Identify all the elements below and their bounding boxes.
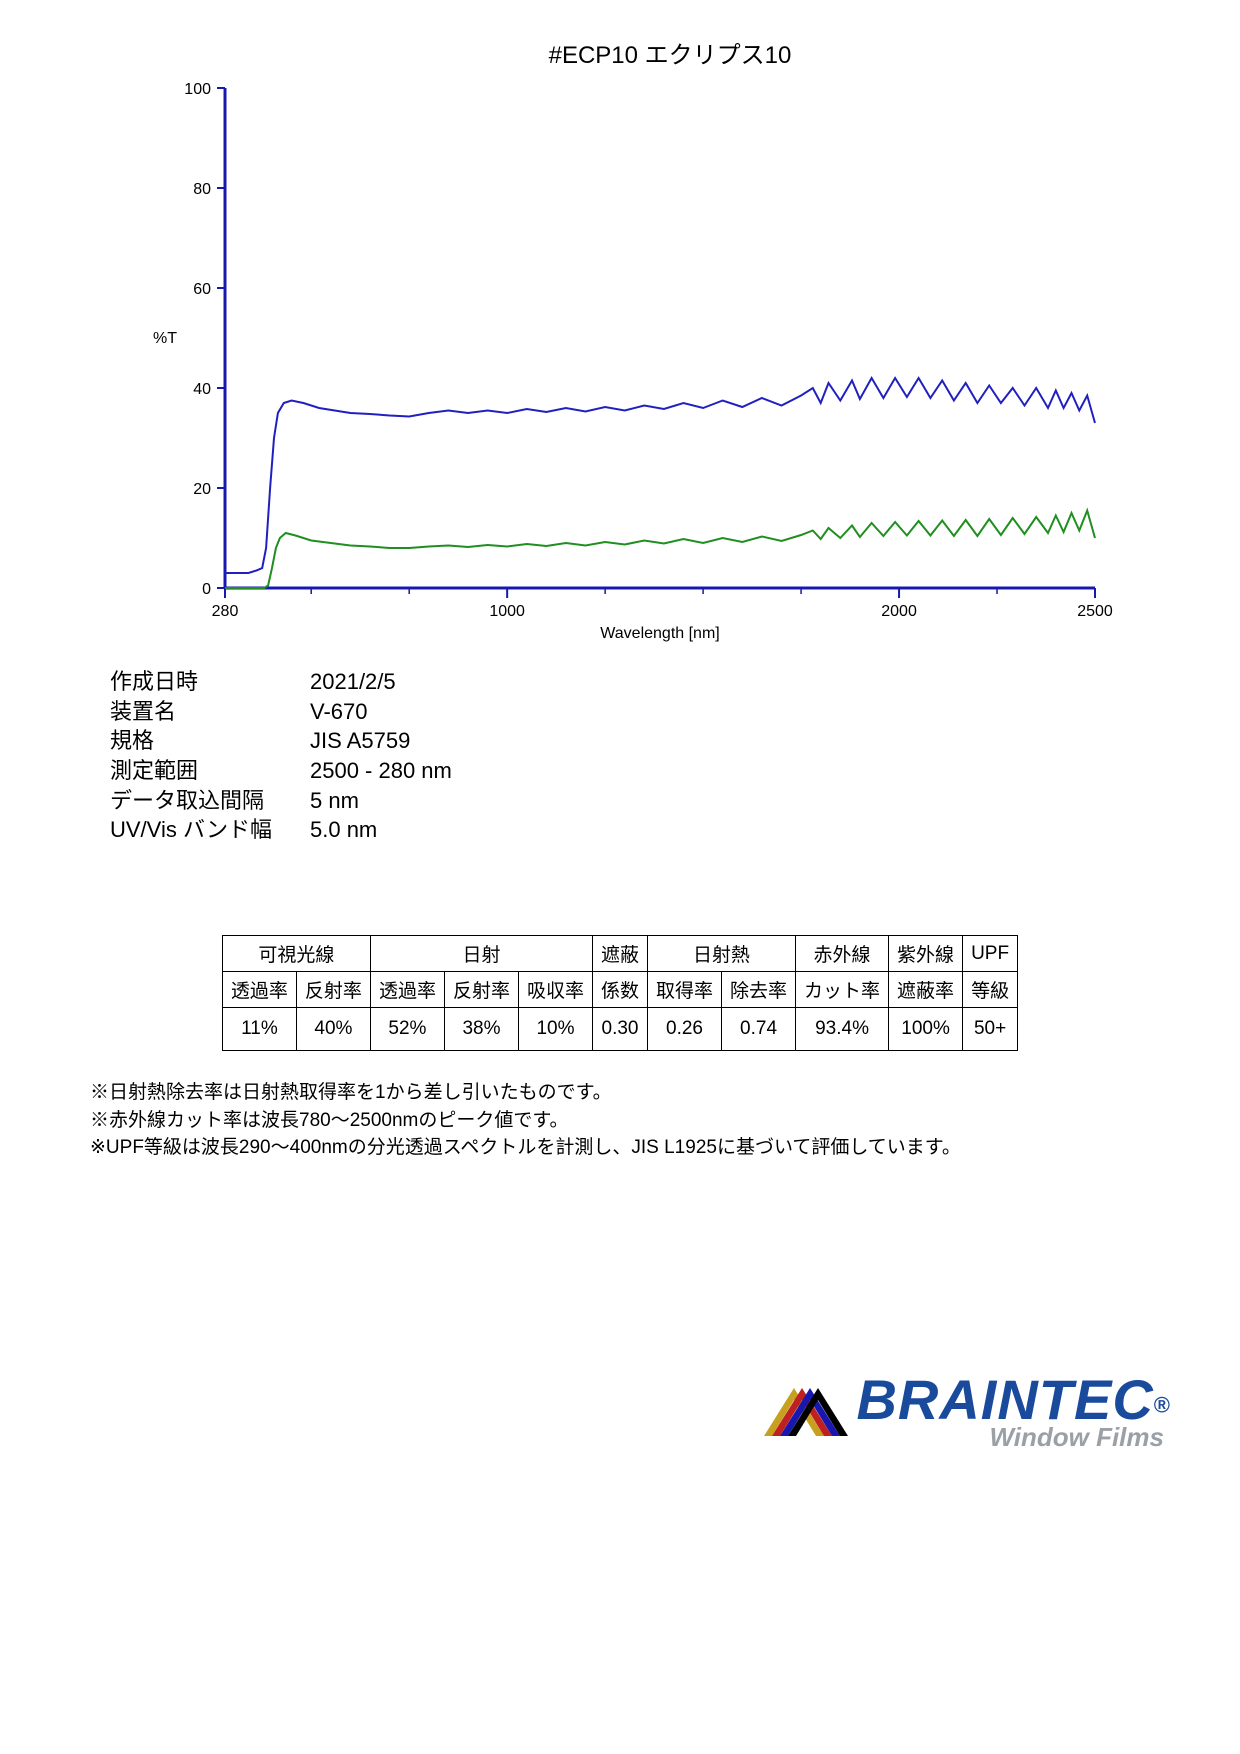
table-cell: 0.74 <box>722 1008 796 1051</box>
meta-label: 規格 <box>110 726 310 756</box>
spectrum-chart: 0 20 40 60 80 100 280 1000 2000 2500 %T Wavelength … <box>120 78 1160 653</box>
table-cell: 50+ <box>963 1008 1018 1051</box>
meta-row: データ取込間隔5 nm <box>110 786 1160 816</box>
table-cell: 52% <box>370 1008 444 1051</box>
metadata-block: 作成日時2021/2/5装置名V-670規格JIS A5759測定範囲2500 … <box>110 667 1160 845</box>
meta-row: UV/Vis バンド幅5.0 nm <box>110 815 1160 845</box>
table-sub-header: 透過率 <box>370 972 444 1008</box>
svg-text:40: 40 <box>193 381 211 398</box>
table-row: 11%40%52%38%10%0.300.260.7493.4%100%50+ <box>222 1008 1017 1051</box>
table-group-header: 紫外線 <box>889 936 963 972</box>
logo-registered: ® <box>1154 1393 1170 1418</box>
table-sub-header: カット率 <box>796 972 889 1008</box>
svg-text:60: 60 <box>193 281 211 298</box>
meta-row: 作成日時2021/2/5 <box>110 667 1160 697</box>
svg-text:1000: 1000 <box>489 603 525 620</box>
meta-value: 5.0 nm <box>310 815 377 845</box>
meta-label: UV/Vis バンド幅 <box>110 815 310 845</box>
table-group-header: 遮蔽 <box>592 936 647 972</box>
svg-text:20: 20 <box>193 481 211 498</box>
svg-text:2500: 2500 <box>1077 603 1113 620</box>
meta-row: 規格JIS A5759 <box>110 726 1160 756</box>
meta-row: 装置名V-670 <box>110 697 1160 727</box>
page-title: #ECP10 エクリプス10 <box>180 35 1160 70</box>
meta-label: 測定範囲 <box>110 756 310 786</box>
braintec-logo: BRAINTEC® Window Films <box>746 1374 1170 1454</box>
table-sub-header: 透過率 <box>222 972 296 1008</box>
svg-text:80: 80 <box>193 181 211 198</box>
table-cell: 11% <box>222 1008 296 1051</box>
meta-value: JIS A5759 <box>310 726 410 756</box>
meta-label: データ取込間隔 <box>110 786 310 816</box>
table-group-header: UPF <box>963 936 1018 972</box>
table-sub-header: 等級 <box>963 972 1018 1008</box>
svg-text:280: 280 <box>212 603 239 620</box>
meta-row: 測定範囲2500 - 280 nm <box>110 756 1160 786</box>
table-cell: 93.4% <box>796 1008 889 1051</box>
footnote-line: ※UPF等級は波長290～400nmの分光透過スペクトルを計測し、JIS L19… <box>90 1134 1160 1162</box>
svg-text:0: 0 <box>202 581 211 598</box>
meta-label: 装置名 <box>110 697 310 727</box>
table-cell: 0.26 <box>648 1008 722 1051</box>
svg-text:%T: %T <box>153 330 177 347</box>
table-cell: 40% <box>296 1008 370 1051</box>
meta-value: 5 nm <box>310 786 359 816</box>
table-sub-header: 遮蔽率 <box>889 972 963 1008</box>
table-cell: 10% <box>518 1008 592 1051</box>
table-group-header: 赤外線 <box>796 936 889 972</box>
table-sub-header: 反射率 <box>444 972 518 1008</box>
footnote-line: ※赤外線カット率は波長780～2500nmのピーク値です。 <box>90 1107 1160 1135</box>
results-table: 可視光線日射遮蔽日射熱赤外線紫外線UPF透過率反射率透過率反射率吸収率係数取得率… <box>222 935 1018 1051</box>
table-sub-header: 係数 <box>592 972 647 1008</box>
footnotes: ※日射熱除去率は日射熱取得率を1から差し引いたものです。※赤外線カット率は波長7… <box>90 1079 1160 1162</box>
meta-value: V-670 <box>310 697 368 727</box>
table-group-header: 日射熱 <box>648 936 796 972</box>
table-sub-header: 反射率 <box>296 972 370 1008</box>
meta-value: 2021/2/5 <box>310 667 396 697</box>
table-sub-header: 除去率 <box>722 972 796 1008</box>
table-cell: 100% <box>889 1008 963 1051</box>
svg-text:Wavelength [nm]: Wavelength [nm] <box>600 625 719 642</box>
table-cell: 38% <box>444 1008 518 1051</box>
meta-label: 作成日時 <box>110 667 310 697</box>
table-cell: 0.30 <box>592 1008 647 1051</box>
table-sub-header: 取得率 <box>648 972 722 1008</box>
footnote-line: ※日射熱除去率は日射熱取得率を1から差し引いたものです。 <box>90 1079 1160 1107</box>
meta-value: 2500 - 280 nm <box>310 756 452 786</box>
table-sub-header: 吸収率 <box>518 972 592 1008</box>
table-group-header: 可視光線 <box>222 936 370 972</box>
svg-text:2000: 2000 <box>881 603 917 620</box>
table-group-header: 日射 <box>370 936 592 972</box>
svg-text:100: 100 <box>184 81 211 98</box>
